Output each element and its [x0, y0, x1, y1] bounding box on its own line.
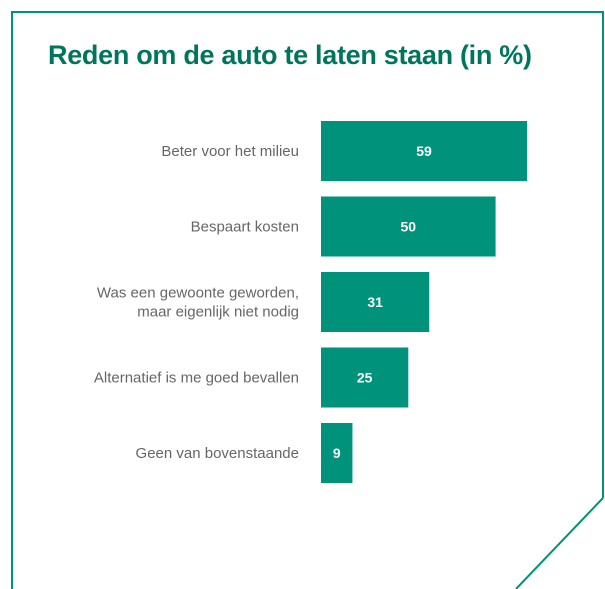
- category-label-2: Was een gewoonte geworden, maar eigenlijk…: [97, 285, 299, 321]
- bar-value-label-2: 31: [367, 294, 383, 310]
- category-label-0: Beter voor het milieu: [161, 143, 299, 160]
- bar-4: [321, 423, 353, 483]
- frame-border: [11, 11, 604, 589]
- category-label-line: Bespaart kosten: [191, 219, 299, 236]
- category-label-line: Geen van bovenstaande: [136, 445, 299, 462]
- bar-1: [321, 196, 496, 257]
- bar-value-label-1: 50: [400, 219, 416, 235]
- frame-diagonal: [515, 497, 604, 589]
- bar-3: [321, 347, 409, 408]
- bar-2: [321, 272, 430, 332]
- category-label-line: Beter voor het milieu: [161, 143, 299, 160]
- category-label-line: Alternatief is me goed bevallen: [94, 370, 299, 387]
- category-label-1: Bespaart kosten: [191, 219, 299, 236]
- chart-title: Reden om de auto te laten staan (in %): [48, 40, 532, 70]
- bar-value-label-3: 25: [357, 370, 373, 386]
- bar-0: [321, 121, 527, 181]
- bar-value-label-0: 59: [416, 143, 432, 159]
- category-label-3: Alternatief is me goed bevallen: [94, 370, 299, 387]
- category-label-line: Was een gewoonte geworden,: [97, 285, 299, 302]
- category-label-line: maar eigenlijk niet nodig: [137, 304, 299, 321]
- category-label-4: Geen van bovenstaande: [136, 445, 299, 462]
- bar-value-label-4: 9: [333, 445, 341, 461]
